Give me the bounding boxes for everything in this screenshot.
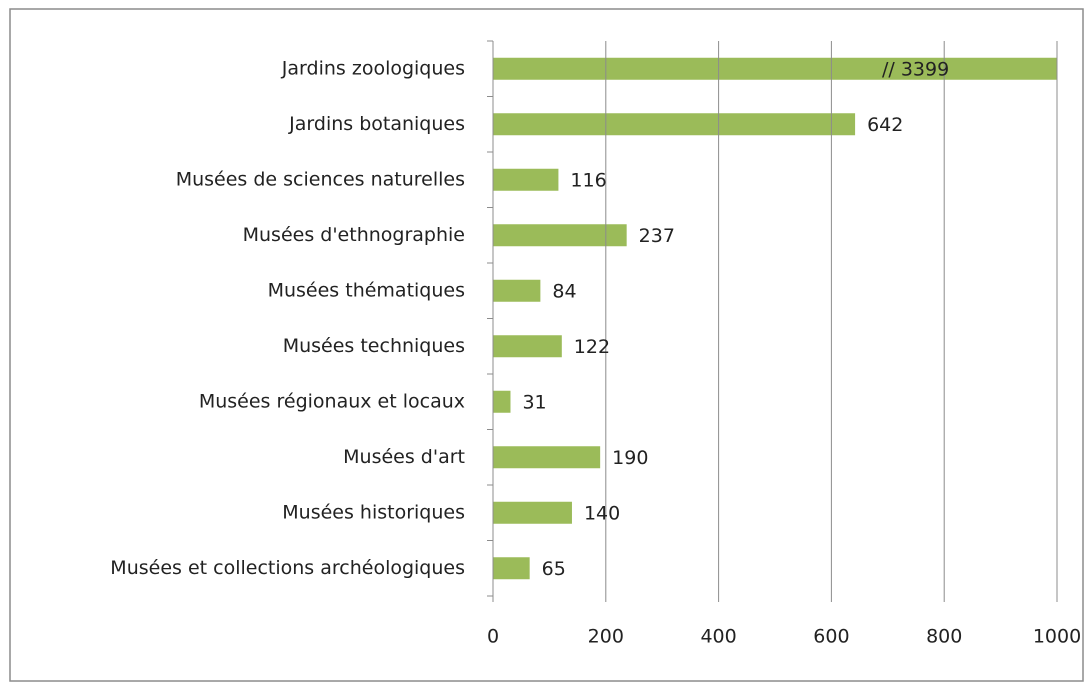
y-tick-label: Musées et collections archéologiques (110, 557, 465, 579)
bar (493, 446, 601, 469)
bars (493, 57, 1057, 580)
value-label: 190 (612, 447, 648, 469)
value-label: // 3399 (882, 58, 949, 80)
bar (493, 168, 559, 191)
x-tick-label: 1000 (1033, 626, 1081, 648)
y-tick-label: Musées thématiques (268, 279, 465, 301)
y-tick-label: Musées techniques (283, 335, 465, 357)
x-tick-label: 200 (588, 626, 624, 648)
value-label: 116 (570, 169, 606, 191)
value-label: 642 (867, 114, 903, 136)
value-label: 65 (542, 558, 566, 580)
bar (493, 113, 856, 136)
bar (493, 335, 562, 358)
x-tick-label: 800 (926, 626, 962, 648)
bar (493, 501, 572, 524)
value-label: 237 (639, 225, 675, 247)
x-tick-label: 400 (700, 626, 736, 648)
y-tick-label: Musées historiques (282, 501, 465, 523)
bar (493, 57, 1057, 80)
y-tick-label: Jardins zoologiques (281, 57, 465, 79)
y-tick-label: Musées régionaux et locaux (199, 390, 465, 412)
x-tick-label: 0 (487, 626, 499, 648)
y-tick-label: Musées d'art (343, 446, 465, 468)
bar (493, 557, 530, 580)
x-tick-label: 600 (813, 626, 849, 648)
y-tick-label: Jardins botaniques (288, 113, 465, 135)
bar (493, 224, 627, 247)
value-label: 140 (584, 502, 620, 524)
bar (493, 279, 541, 302)
y-tick-label: Musées d'ethnographie (243, 224, 465, 246)
value-label: 122 (574, 336, 610, 358)
bar (493, 390, 511, 413)
y-tick-label: Musées de sciences naturelles (176, 168, 465, 190)
value-label: 84 (552, 280, 576, 302)
value-label: 31 (522, 391, 546, 413)
